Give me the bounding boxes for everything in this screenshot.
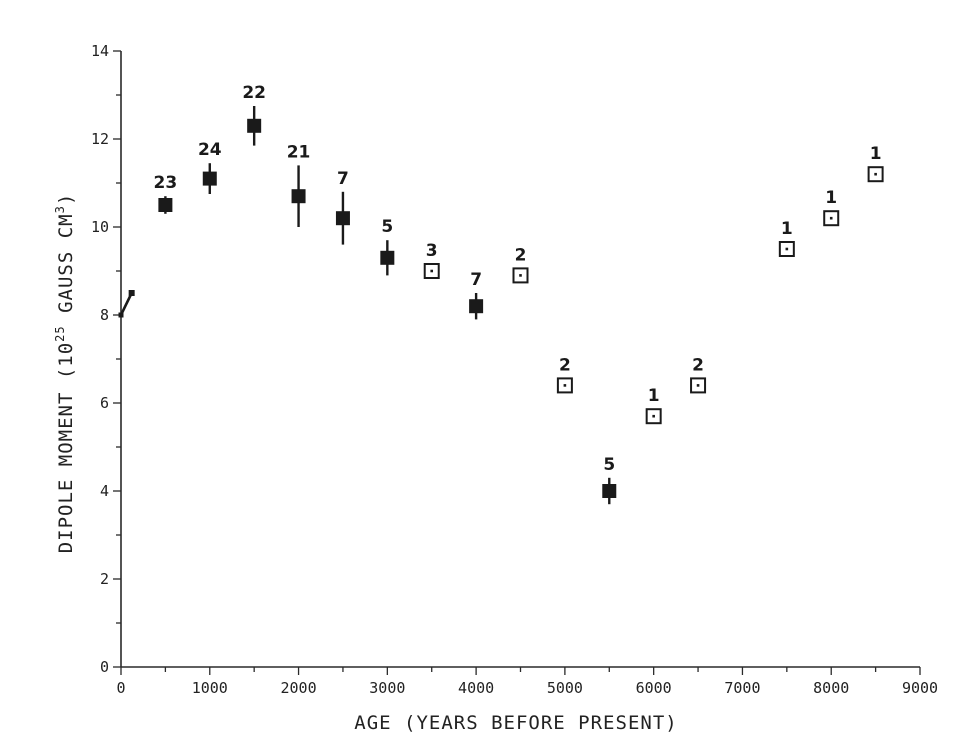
sample-count-label: 1: [781, 219, 793, 239]
filled-square-point: [469, 299, 484, 314]
open-square-center-dot: [519, 274, 522, 277]
sample-count-label: 1: [870, 144, 882, 164]
x-tick-label: 1000: [192, 679, 228, 697]
y-axis-title-unit-exponent: 3: [53, 205, 67, 213]
sample-count-label: 2: [692, 355, 704, 375]
sample-count-label: 3: [426, 241, 438, 261]
sample-count-label: 24: [198, 140, 222, 160]
sample-count-label: 22: [242, 83, 266, 103]
x-ticks: 0 1000 2000 3000 4000 5000 6000 7000 8000 9000: [116, 667, 938, 697]
x-tick-label: 8000: [813, 679, 849, 697]
sample-count-label: 23: [154, 173, 178, 193]
open-square-center-dot: [785, 247, 789, 251]
y-axis-title-unit: GAUSS CM: [55, 213, 77, 325]
filled-square-point: [291, 189, 306, 204]
y-axis-title-exponent: 25: [53, 325, 67, 341]
sample-count-label: 5: [381, 217, 393, 237]
open-square-center-dot: [563, 384, 567, 387]
y-axis-title-close: ): [55, 193, 77, 205]
filled-square-point: [158, 198, 173, 212]
x-tick-label: 9000: [902, 679, 938, 697]
y-tick-label: 10: [91, 218, 109, 236]
sample-count-label: 21: [287, 142, 311, 162]
sample-count-label: 2: [559, 355, 571, 375]
open-square-center-dot: [874, 172, 877, 176]
filled-square-point: [247, 118, 262, 133]
filled-square-point: [602, 484, 617, 498]
y-tick-label: 14: [91, 42, 109, 60]
y-axis-title: DIPOLE MOMENT (1025 GAUSS CM3): [53, 193, 77, 554]
y-tick-label: 2: [100, 570, 109, 588]
present-day-segment: [119, 292, 133, 316]
sample-count-label: 5: [603, 455, 615, 475]
axes: [120, 51, 920, 668]
x-tick-label: 4000: [458, 679, 494, 697]
present-segment-layer: [118, 290, 135, 318]
present-day-marker-end: [128, 290, 135, 296]
x-tick-label: 0: [116, 679, 125, 697]
sample-count-label: 7: [470, 270, 482, 290]
y-ticks: 0 2 4 6 8 10 12 14: [91, 42, 121, 676]
open-square-center-dot: [430, 269, 434, 273]
x-tick-label: 2000: [280, 679, 316, 697]
sample-count-label: 7: [337, 169, 349, 189]
x-tick-label: 7000: [724, 679, 760, 697]
y-tick-label: 8: [100, 306, 109, 324]
filled-square-point: [202, 171, 217, 186]
y-tick-label: 6: [100, 394, 109, 412]
open-square-center-dot: [652, 414, 655, 418]
y-tick-label: 0: [100, 658, 109, 676]
sample-count-label: 1: [825, 188, 837, 208]
filled-square-point: [335, 211, 350, 226]
sample-count-label: 2: [515, 245, 527, 265]
present-day-marker-start: [118, 312, 124, 318]
x-tick-label: 5000: [547, 679, 583, 697]
open-square-center-dot: [696, 384, 700, 387]
y-tick-label: 4: [100, 482, 109, 500]
data-points-layer: [158, 106, 884, 505]
open-square-center-dot: [829, 216, 833, 220]
x-tick-label: 3000: [369, 679, 405, 697]
y-tick-label: 12: [91, 130, 109, 148]
filled-square-point: [380, 250, 395, 265]
x-tick-label: 6000: [636, 679, 672, 697]
sample-count-label: 1: [648, 386, 660, 406]
y-axis-title-main: DIPOLE MOMENT (10: [55, 342, 77, 553]
x-axis-title: AGE (YEARS BEFORE PRESENT): [354, 712, 677, 734]
